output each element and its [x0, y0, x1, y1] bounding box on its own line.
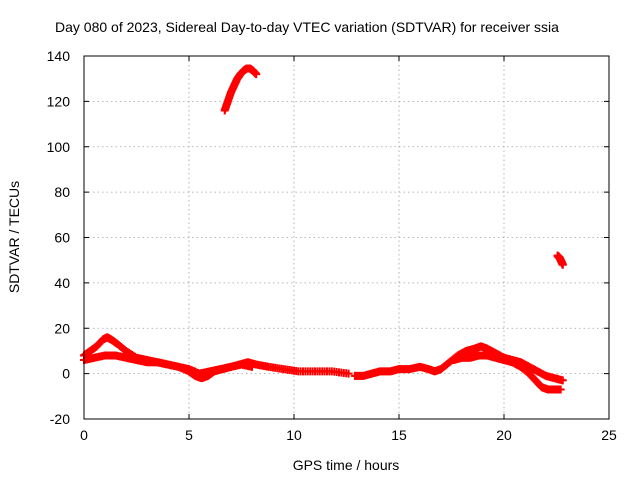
x-tick-label: 10: [286, 427, 302, 443]
x-tick-label: 15: [391, 427, 407, 443]
plot-frame: [83, 55, 610, 420]
data-point: [344, 369, 353, 378]
series-track-c: [220, 64, 261, 115]
x-tick-label: 20: [496, 427, 512, 443]
x-tick-label: 0: [80, 427, 88, 443]
y-tick-label: 120: [47, 93, 71, 109]
y-tick-label: 20: [54, 320, 70, 336]
y-tick-label: 80: [54, 184, 70, 200]
x-axis-label: GPS time / hours: [293, 457, 400, 473]
chart-title: Day 080 of 2023, Sidereal Day-to-day VTE…: [55, 19, 559, 35]
y-tick-label: 40: [54, 275, 70, 291]
y-tick-label: 140: [47, 48, 71, 64]
y-tick-label: 60: [54, 230, 70, 246]
axis-ticks: 0 5 10 15 20 25 -20 0 20 40 60 80 100 120 140: [47, 48, 617, 443]
data-point: [556, 385, 565, 394]
data-points: [80, 64, 567, 394]
data-point: [252, 70, 261, 79]
data-point: [558, 376, 567, 385]
grid-lines: [84, 56, 609, 419]
y-axis-label: SDTVAR / TECUs: [6, 181, 22, 293]
series-track-b: [80, 351, 256, 378]
series-track-e: [449, 351, 565, 394]
series-track-f: [553, 251, 567, 269]
y-tick-label: -20: [50, 411, 70, 427]
y-tick-label: 100: [47, 139, 71, 155]
y-tick-label: 0: [62, 366, 70, 382]
data-point: [558, 260, 567, 269]
x-tick-label: 25: [601, 427, 617, 443]
data-point: [248, 362, 256, 371]
x-tick-label: 5: [185, 427, 193, 443]
